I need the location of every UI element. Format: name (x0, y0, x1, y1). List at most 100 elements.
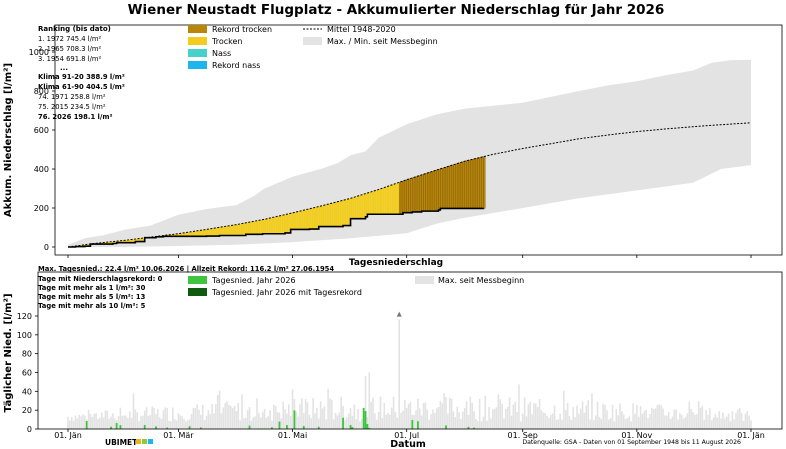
deficit-slice (225, 226, 228, 236)
legend-label-wet: Nass (212, 49, 231, 58)
daily-max-bar (381, 417, 384, 429)
ubimet-logo: UBIMET (105, 438, 153, 447)
deficit-slice (402, 180, 405, 213)
daily-max-bar (699, 407, 702, 429)
deficit-slice (264, 218, 267, 234)
daily-2026-bar (248, 425, 251, 429)
deficit-slice (453, 163, 456, 209)
daily-max-bar (110, 416, 112, 429)
daily-max-bar (748, 415, 750, 429)
daily-max-bar (533, 403, 535, 429)
daily-max-bar (609, 418, 612, 429)
deficit-slice (430, 170, 434, 212)
daily-max-bar (308, 414, 311, 429)
deficit-slice (242, 223, 244, 236)
deficit-slice (271, 217, 274, 234)
daily-max-bar (342, 405, 344, 429)
x-tick-label: 01. Mai (278, 431, 307, 440)
daily-max-bar (559, 413, 561, 429)
deficit-slice (479, 156, 482, 209)
daily-max-bar (207, 410, 210, 429)
legend-label-daily-record: Tagesnied. Jahr 2026 mit Tagesrekord (211, 288, 362, 297)
deficit-slice (238, 223, 241, 236)
daily-max-bar (579, 408, 582, 429)
y-tick-label: 0 (27, 425, 32, 434)
deficit-slice (230, 225, 233, 236)
daily-max-bar (695, 414, 698, 429)
daily-max-bar (576, 405, 578, 429)
deficit-slice (464, 160, 467, 209)
daily-max-bar (289, 416, 292, 429)
daily-max-bar (226, 401, 228, 429)
daily-max-bar (514, 401, 517, 429)
daily-max-bar (639, 406, 642, 429)
deficit-slice (472, 158, 475, 209)
daily-2026-bar (302, 425, 305, 429)
daily-max-bar (563, 390, 565, 429)
daily-max-bar (170, 421, 172, 429)
daily-max-bar (104, 410, 107, 429)
daily-2026-bar (417, 421, 419, 429)
daily-max-bar (570, 419, 573, 429)
daily-max-bar (488, 407, 490, 429)
deficit-slice (440, 168, 443, 209)
deficit-slice (428, 171, 432, 212)
daily-max-bar (359, 421, 361, 429)
deficit-slice (378, 188, 381, 215)
deficit-slice (322, 205, 325, 227)
deficit-slice (258, 220, 261, 235)
daily-max-bar (677, 419, 679, 429)
daily-2026-bar (293, 410, 296, 429)
daily-max-bar (243, 418, 245, 429)
climate-91-20: Klima 91-20 388.9 l/m² (38, 73, 125, 81)
deficit-slice (414, 176, 417, 213)
deficit-slice (260, 219, 263, 235)
daily-2026-bar (199, 427, 202, 429)
bottom-legend: Tagesnied. Jahr 2026 Tagesnied. Jahr 202… (188, 276, 524, 297)
logo-square (148, 439, 153, 444)
daily-max-bar (694, 414, 696, 429)
deficit-slice (195, 230, 198, 237)
daily-max-bar (185, 421, 187, 429)
daily-max-bar (265, 417, 268, 429)
deficit-slice (270, 217, 272, 234)
daily-max-bar (136, 412, 139, 429)
daily-max-bar (527, 404, 530, 429)
deficit-slice (281, 215, 284, 234)
deficit-slice (369, 191, 372, 215)
daily-max-bar (594, 415, 597, 429)
ranking-row: 75. 2015 234.5 l/m² (38, 103, 106, 111)
deficit-slice (187, 232, 190, 237)
daily-max-bar (456, 406, 459, 429)
y-tick-label: 800 (34, 87, 49, 96)
deficit-slice (363, 193, 366, 219)
daily-max-bar (366, 417, 369, 429)
daily-2026-bar (473, 427, 475, 429)
deficit-slice (279, 215, 282, 234)
deficit-slice (350, 197, 353, 219)
deficit-slice (389, 184, 392, 215)
daily-max-bar (720, 418, 722, 429)
deficit-slice (273, 216, 276, 234)
daily-max-bar (149, 414, 152, 429)
deficit-slice (470, 159, 473, 209)
accumulated-panel: 0 200 400 600 800 1000 Akkum. Niederschlag [l… (3, 24, 783, 258)
deficit-slice (359, 194, 362, 219)
daily-max-bar (177, 413, 180, 429)
daily-max-bar (544, 412, 546, 429)
daily-max-bar (733, 419, 735, 429)
deficit-slice (438, 168, 441, 211)
daily-max-bar (630, 421, 633, 429)
daily-max-bar (244, 417, 247, 429)
daily-max-bar (74, 415, 77, 429)
daily-max-bar (112, 413, 114, 429)
daily-max-bar (271, 420, 273, 429)
daily-max-bar (493, 408, 496, 429)
legend-label-daily: Tagesnied. Jahr 2026 (211, 276, 296, 285)
daily-2026-bar (317, 426, 320, 429)
daily-max-bar (142, 415, 144, 429)
minmax-band-series (68, 59, 751, 247)
deficit-slice (315, 206, 317, 230)
daily-max-bar (171, 407, 174, 429)
daily-max-bar (452, 411, 455, 429)
